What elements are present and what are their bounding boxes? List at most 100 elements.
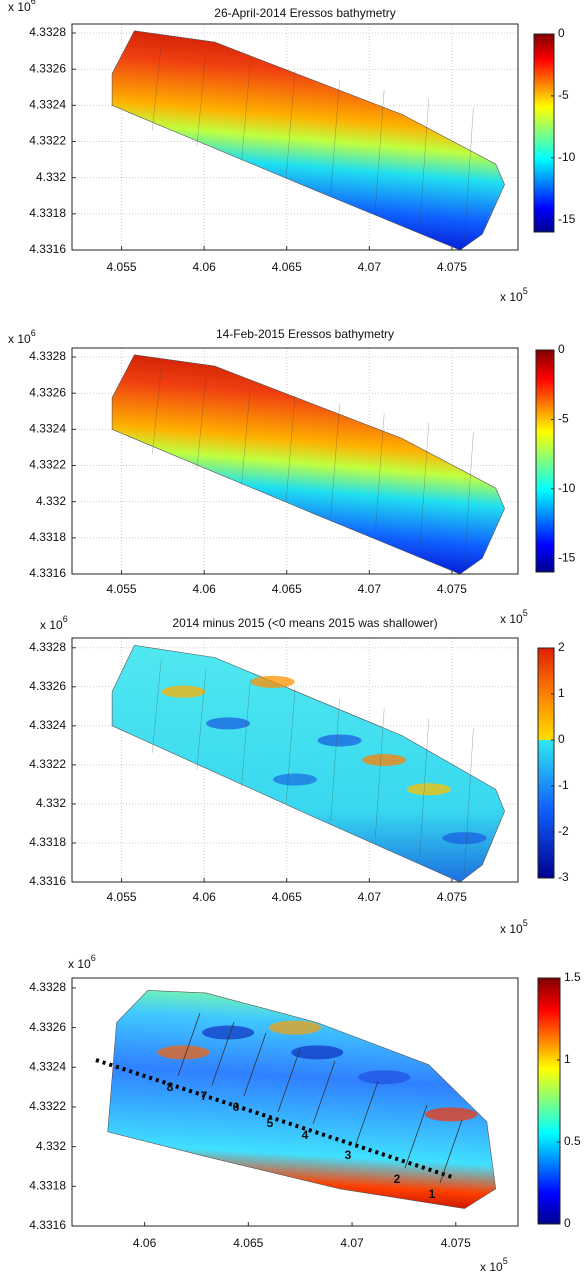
colorbar-tick-label: 2 bbox=[558, 640, 565, 654]
surface-patch bbox=[162, 686, 206, 698]
multiplier-base: x 10 bbox=[8, 0, 31, 14]
colorbar-tick-label: 1 bbox=[558, 686, 565, 700]
surface-patch bbox=[407, 783, 451, 795]
surface-patch bbox=[202, 1026, 254, 1040]
multiplier-base: x 10 bbox=[500, 290, 523, 304]
colorbar-tick-label: -5 bbox=[558, 412, 569, 426]
colorbar-tick-label: -10 bbox=[558, 481, 576, 495]
colorbar-tick-label: 0.5 bbox=[564, 1134, 581, 1148]
y-tick-label: 4.3318 bbox=[29, 530, 66, 544]
colorbar-tick-label: -5 bbox=[558, 88, 569, 102]
y-tick-label: 4.3324 bbox=[29, 422, 66, 436]
y-tick-label: 4.332 bbox=[36, 796, 66, 810]
multiplier-power: 5 bbox=[523, 286, 528, 296]
multiplier-power: 6 bbox=[31, 328, 36, 338]
transect-label: 6 bbox=[233, 1100, 240, 1114]
colorbar bbox=[538, 978, 560, 1224]
y-tick-label: 4.3326 bbox=[29, 385, 66, 399]
surface-patch bbox=[251, 676, 295, 688]
colorbar-tick-label: -15 bbox=[558, 212, 576, 226]
multiplier-power: 5 bbox=[523, 608, 528, 618]
x-tick-label: 4.07 bbox=[358, 260, 382, 274]
y-tick-label: 4.3328 bbox=[29, 980, 66, 994]
x-tick-label: 4.075 bbox=[441, 1236, 471, 1250]
y-tick-label: 4.3326 bbox=[29, 679, 66, 693]
x-tick-label: 4.075 bbox=[437, 260, 467, 274]
y-tick-label: 4.3324 bbox=[29, 1059, 66, 1073]
y-tick-label: 4.3316 bbox=[29, 874, 66, 888]
y-tick-label: 4.3316 bbox=[29, 566, 66, 580]
y-tick-label: 4.3326 bbox=[29, 1020, 66, 1034]
y-tick-label: 4.3322 bbox=[29, 458, 66, 472]
surface-patch bbox=[273, 774, 317, 786]
multiplier-power: 6 bbox=[91, 953, 96, 963]
y-tick-label: 4.3328 bbox=[29, 640, 66, 654]
x-tick-label: 4.07 bbox=[358, 890, 382, 904]
transect-label: 7 bbox=[201, 1089, 208, 1103]
axis-multiplier: x 106 bbox=[8, 0, 36, 14]
x-tick-label: 4.06 bbox=[192, 890, 216, 904]
y-tick-label: 4.3318 bbox=[29, 206, 66, 220]
y-tick-label: 4.3328 bbox=[29, 25, 66, 39]
surface-patch bbox=[362, 754, 406, 766]
chart-title: 2014 minus 2015 (<0 means 2015 was shall… bbox=[172, 616, 437, 630]
y-tick-label: 4.332 bbox=[36, 494, 66, 508]
y-tick-label: 4.3322 bbox=[29, 134, 66, 148]
y-tick-label: 4.3328 bbox=[29, 349, 66, 363]
colorbar-tick-label: 1 bbox=[564, 1052, 571, 1066]
axis-multiplier: x 105 bbox=[480, 1256, 508, 1274]
colorbar-tick-label: 0 bbox=[558, 342, 565, 356]
y-tick-label: 4.332 bbox=[36, 170, 66, 184]
x-tick-label: 4.065 bbox=[233, 1236, 263, 1250]
x-tick-label: 4.06 bbox=[133, 1236, 157, 1250]
x-tick-label: 4.06 bbox=[192, 260, 216, 274]
surface-patch bbox=[206, 717, 250, 729]
y-tick-label: 4.3318 bbox=[29, 1178, 66, 1192]
colorbar-tick-label: 0 bbox=[558, 732, 565, 746]
colorbar-tick-label: 1.5 bbox=[564, 970, 581, 984]
multiplier-base: x 10 bbox=[500, 922, 523, 936]
surface-patch bbox=[442, 832, 486, 844]
colorbar-tick-label: 0 bbox=[558, 26, 565, 40]
colorbar-tick-label: 0 bbox=[564, 1216, 571, 1230]
multiplier-power: 6 bbox=[31, 0, 36, 6]
chart-title: 26-April-2014 Eressos bathymetry bbox=[214, 6, 395, 20]
y-tick-label: 4.332 bbox=[36, 1139, 66, 1153]
x-tick-label: 4.065 bbox=[272, 260, 302, 274]
transect-label: 2 bbox=[394, 1172, 401, 1186]
colorbar bbox=[534, 34, 554, 232]
x-tick-label: 4.065 bbox=[272, 890, 302, 904]
y-tick-label: 4.3322 bbox=[29, 1099, 66, 1113]
x-tick-label: 4.055 bbox=[107, 890, 137, 904]
surface-patch bbox=[318, 734, 362, 746]
surface-patch bbox=[425, 1107, 477, 1121]
surface-patch bbox=[358, 1070, 410, 1084]
axis-multiplier: x 106 bbox=[68, 953, 96, 971]
transect-label: 4 bbox=[302, 1128, 309, 1142]
chart-title: 14-Feb-2015 Eressos bathymetry bbox=[216, 327, 394, 341]
y-tick-label: 4.3324 bbox=[29, 98, 66, 112]
axis-multiplier: x 106 bbox=[40, 614, 68, 632]
axis-multiplier: x 105 bbox=[500, 286, 528, 304]
transect-label: 8 bbox=[167, 1080, 174, 1094]
colorbar bbox=[536, 350, 554, 572]
transect-label: 5 bbox=[267, 1116, 274, 1130]
x-tick-label: 4.07 bbox=[358, 582, 382, 596]
x-tick-label: 4.075 bbox=[437, 582, 467, 596]
colorbar-tick-label: -3 bbox=[558, 870, 569, 884]
multiplier-power: 6 bbox=[63, 614, 68, 624]
surface-patch bbox=[158, 1045, 210, 1059]
y-tick-label: 4.3324 bbox=[29, 718, 66, 732]
y-tick-label: 4.3318 bbox=[29, 835, 66, 849]
x-tick-label: 4.055 bbox=[107, 260, 137, 274]
multiplier-base: x 10 bbox=[68, 957, 91, 971]
axis-multiplier: x 105 bbox=[500, 608, 528, 626]
x-tick-label: 4.055 bbox=[107, 582, 137, 596]
transect-label: 1 bbox=[429, 1187, 436, 1201]
y-tick-label: 4.3316 bbox=[29, 1218, 66, 1232]
axis-multiplier: x 105 bbox=[500, 918, 528, 936]
colorbar-tick-label: -15 bbox=[558, 550, 576, 564]
x-tick-label: 4.06 bbox=[192, 582, 216, 596]
multiplier-base: x 10 bbox=[480, 1260, 503, 1274]
colorbar-tick-label: -2 bbox=[558, 824, 569, 838]
